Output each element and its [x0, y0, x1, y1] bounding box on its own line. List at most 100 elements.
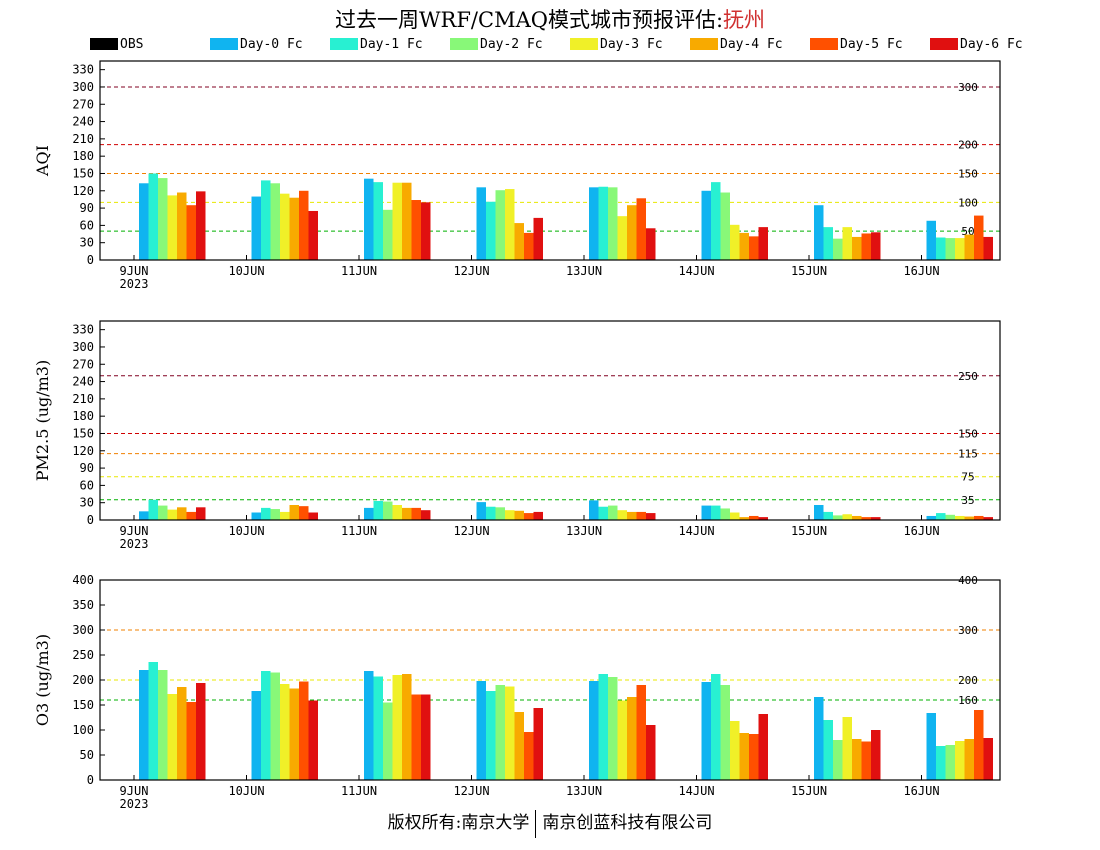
legend-label-day4: Day-4 Fc: [720, 36, 783, 52]
pm25-ytick-label-90: 90: [80, 461, 94, 475]
aqi-bar-day-2-fc-10jun: [270, 183, 280, 260]
footer-separator: [535, 809, 537, 838]
legend-item-day4: Day-4 Fc: [690, 36, 783, 52]
pm25-bar-day-2-fc-10jun: [270, 509, 280, 520]
legend-item-day1: Day-1 Fc: [330, 36, 423, 52]
aqi-ytick-label-30: 30: [80, 236, 94, 250]
legend-label-day5: Day-5 Fc: [840, 36, 903, 52]
pm25-bar-day-2-fc-9jun: [158, 505, 168, 520]
legend-swatch-obs: [90, 38, 118, 50]
o3-ytick-label-400: 400: [72, 573, 94, 587]
aqi-bar-day-3-fc-14jun: [730, 224, 740, 260]
o3-year-label: 2023: [120, 797, 149, 811]
pm25-bar-day-0-fc-11jun: [364, 507, 374, 520]
aqi-bar-day-2-fc-16jun: [945, 238, 955, 260]
pm25-year-label: 2023: [120, 537, 149, 551]
o3-threshold-label-160: 160: [958, 694, 978, 707]
aqi-ytick-label-300: 300: [72, 80, 94, 94]
aqi-bar-day-2-fc-11jun: [383, 209, 393, 260]
legend-label-day3: Day-3 Fc: [600, 36, 663, 52]
aqi-year-label: 2023: [120, 277, 149, 291]
pm25-bar-day-3-fc-16jun: [955, 515, 965, 520]
o3-bar-day-4-fc-13jun: [627, 697, 637, 780]
legend-swatch-day1: [330, 38, 358, 50]
aqi-bar-day-4-fc-9jun: [177, 192, 187, 260]
aqi-bar-day-4-fc-10jun: [289, 197, 299, 260]
aqi-threshold-label-150: 150: [958, 167, 978, 180]
pm25-bar-day-1-fc-10jun: [261, 507, 271, 520]
pm25-threshold-label-75: 75: [961, 471, 974, 484]
pm25-bar-day-1-fc-9jun: [148, 499, 158, 520]
aqi-bar-day-1-fc-14jun: [711, 182, 721, 260]
pm25-ytick-label-180: 180: [72, 409, 94, 423]
pm25-bar-day-1-fc-13jun: [598, 506, 608, 520]
pm25-xtick-label-12jun: 12JUN: [453, 524, 489, 538]
o3-bar-day-1-fc-10jun: [261, 671, 271, 780]
pm25-bar-day-4-fc-9jun: [177, 507, 187, 520]
aqi-bar-day-0-fc-16jun: [926, 220, 936, 260]
footer-copyright: 版权所有:南京大学: [387, 813, 530, 833]
pm25-xtick-label-9jun: 9JUN: [120, 524, 149, 538]
o3-bar-day-5-fc-13jun: [636, 685, 646, 780]
o3-ytick-label-300: 300: [72, 623, 94, 637]
legend: OBS Day-0 Fc Day-1 Fc Day-2 Fc Day-3 Fc …: [0, 36, 1100, 52]
aqi-threshold-label-100: 100: [958, 196, 978, 209]
o3-bar-day-4-fc-12jun: [514, 712, 524, 780]
pm25-bar-day-3-fc-14jun: [730, 512, 740, 520]
pm25-xtick-label-10jun: 10JUN: [228, 524, 264, 538]
aqi-xtick-label-10jun: 10JUN: [228, 264, 264, 278]
o3-bar-day-1-fc-11jun: [373, 676, 383, 780]
aqi-bar-day-0-fc-13jun: [589, 187, 599, 260]
o3-bar-day-6-fc-16jun: [983, 738, 993, 780]
legend-swatch-day6: [930, 38, 958, 50]
o3-xtick-label-10jun: 10JUN: [228, 784, 264, 798]
chart-title-prefix: 过去一周WRF/CMAQ模式城市预报评估:: [334, 8, 724, 32]
aqi-xtick-label-14jun: 14JUN: [678, 264, 714, 278]
aqi-threshold-label-200: 200: [958, 139, 978, 152]
pm25-bar-day-1-fc-14jun: [711, 505, 721, 520]
o3-bar-day-6-fc-14jun: [758, 714, 768, 780]
aqi-bar-day-0-fc-11jun: [364, 178, 374, 260]
o3-bar-day-1-fc-9jun: [148, 662, 158, 780]
pm25-bar-day-6-fc-16jun: [983, 517, 993, 520]
pm25-bar-day-3-fc-12jun: [505, 510, 515, 520]
pm25-xtick-label-14jun: 14JUN: [678, 524, 714, 538]
aqi-bar-day-3-fc-13jun: [617, 216, 627, 260]
pm25-bar-day-3-fc-9jun: [167, 509, 177, 520]
o3-bar-day-0-fc-11jun: [364, 671, 374, 780]
footer-company: 南京创蓝科技有限公司: [542, 813, 713, 833]
aqi-xtick-label-13jun: 13JUN: [566, 264, 602, 278]
aqi-bar-day-0-fc-10jun: [251, 196, 261, 260]
legend-item-day3: Day-3 Fc: [570, 36, 663, 52]
aqi-bar-day-3-fc-11jun: [392, 182, 402, 260]
aqi-bar-day-3-fc-16jun: [955, 238, 965, 260]
pm25-bar-day-6-fc-12jun: [533, 511, 543, 520]
o3-bar-day-3-fc-10jun: [280, 684, 290, 780]
aqi-bar-day-6-fc-13jun: [646, 228, 656, 260]
pm25-bar-day-1-fc-11jun: [373, 500, 383, 520]
o3-bar-day-3-fc-13jun: [617, 700, 627, 780]
aqi-bar-day-0-fc-9jun: [139, 183, 149, 260]
o3-bar-day-0-fc-16jun: [926, 713, 936, 780]
aqi-bar-day-6-fc-16jun: [983, 236, 993, 260]
o3-ytick-label-250: 250: [72, 648, 94, 662]
o3-ytick-label-150: 150: [72, 698, 94, 712]
pm25-bar-day-5-fc-14jun: [749, 515, 759, 520]
aqi-bar-day-5-fc-12jun: [524, 232, 534, 260]
footer: 版权所有:南京大学 南京创蓝科技有限公司: [0, 808, 1100, 838]
aqi-bar-day-3-fc-15jun: [842, 227, 852, 260]
legend-item-obs: OBS: [90, 36, 143, 52]
aqi-bar-day-6-fc-15jun: [871, 232, 881, 260]
pm25-bar-day-6-fc-13jun: [646, 513, 656, 520]
aqi-bar-day-6-fc-9jun: [196, 191, 206, 260]
o3-bar-day-2-fc-16jun: [945, 745, 955, 780]
aqi-xtick-label-9jun: 9JUN: [120, 264, 149, 278]
pm25-bar-day-6-fc-14jun: [758, 517, 768, 520]
chart-title: 过去一周WRF/CMAQ模式城市预报评估:抚州: [0, 4, 1100, 34]
pm25-bar-day-5-fc-13jun: [636, 511, 646, 520]
pm25-ytick-label-150: 150: [72, 426, 94, 440]
pm25-bar-day-1-fc-12jun: [486, 506, 496, 520]
o3-bar-day-0-fc-9jun: [139, 670, 149, 780]
pm25-bar-day-4-fc-10jun: [289, 505, 299, 520]
o3-xtick-label-13jun: 13JUN: [566, 784, 602, 798]
